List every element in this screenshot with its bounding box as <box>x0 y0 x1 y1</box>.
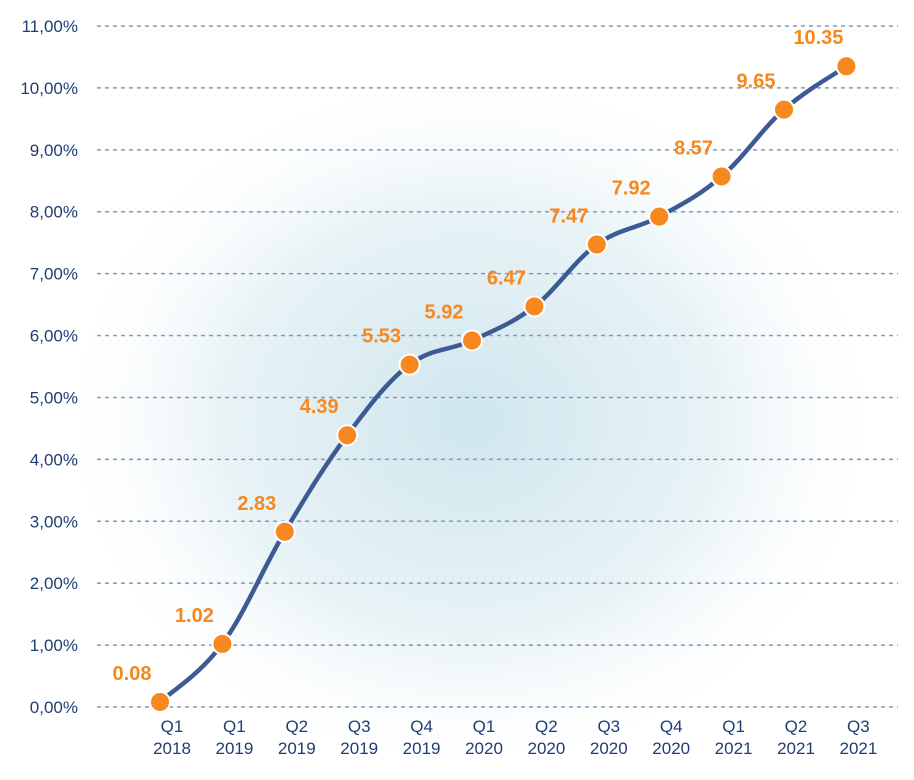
data-point-marker <box>211 632 234 655</box>
y-tick-label: 0,00% <box>30 698 78 717</box>
data-label: 5.92 <box>425 301 464 323</box>
data-point-marker <box>398 353 421 376</box>
y-tick-label: 9,00% <box>30 141 78 160</box>
data-point-marker <box>149 691 171 714</box>
data-point-marker <box>835 55 858 78</box>
x-tick-label-year: 2018 <box>153 739 191 758</box>
x-tick-label-year: 2021 <box>777 739 815 758</box>
x-tick-label-year: 2020 <box>527 739 565 758</box>
markers <box>149 55 858 714</box>
data-labels: 0.08 1.02 2.83 4.39 5.53 5.92 6.47 7.47 7.92 8.57… <box>113 27 844 685</box>
y-tick-label: 5,00% <box>30 388 78 407</box>
data-point-marker <box>585 233 608 256</box>
data-point-marker <box>461 329 483 352</box>
y-tick-label: 1,00% <box>30 636 78 655</box>
x-tick-label-quarter: Q2 <box>535 717 558 736</box>
data-label: 7.47 <box>549 206 588 228</box>
grid <box>97 25 898 708</box>
x-tick-label-year: 2019 <box>340 739 378 758</box>
y-tick-label: 4,00% <box>30 450 78 469</box>
x-tick-label-year: 2019 <box>278 739 316 758</box>
data-point-marker <box>273 520 296 543</box>
x-tick-label-year: 2021 <box>715 739 753 758</box>
data-label: 2.83 <box>237 493 276 515</box>
data-point-marker <box>648 205 671 228</box>
data-label: 5.53 <box>362 326 401 348</box>
x-tick-label-quarter: Q3 <box>847 717 870 736</box>
y-tick-label: 11,00% <box>22 17 78 36</box>
x-tick-label-quarter: Q2 <box>285 717 308 736</box>
y-tick-label: 6,00% <box>30 327 78 346</box>
x-tick-label-quarter: Q3 <box>348 717 371 736</box>
x-tick-label-year: 2021 <box>839 739 877 758</box>
y-tick-label: 2,00% <box>30 574 78 593</box>
data-point-marker <box>773 98 795 121</box>
background-glow <box>50 60 890 780</box>
x-tick-label-year: 2020 <box>590 739 628 758</box>
x-tick-label-year: 2019 <box>403 739 441 758</box>
y-axis-ticks: 0,00% 1,00% 2,00% 3,00% 4,00% 5,00% 6,00% 7,00%… <box>20 17 78 717</box>
x-tick-label-quarter: Q2 <box>785 717 808 736</box>
x-tick-label-quarter: Q1 <box>473 717 496 736</box>
data-label: 9.65 <box>737 71 776 93</box>
data-label: 8.57 <box>674 137 713 159</box>
x-axis-ticks: Q1 2018 Q1 2019 Q2 2019 Q3 2019 Q4 2019 Q1 2020 Q2 20… <box>153 717 877 758</box>
data-label: 7.92 <box>612 178 651 200</box>
x-tick-label-quarter: Q1 <box>722 717 745 736</box>
data-label: 1.02 <box>175 605 214 627</box>
x-tick-label-quarter: Q1 <box>161 717 184 736</box>
data-label: 4.39 <box>300 396 339 418</box>
data-point-marker <box>710 165 733 188</box>
y-tick-label: 3,00% <box>30 512 78 531</box>
data-point-marker <box>336 424 359 447</box>
data-label: 0.08 <box>113 663 152 685</box>
y-tick-label: 8,00% <box>30 203 78 222</box>
x-tick-label-quarter: Q4 <box>410 717 433 736</box>
x-tick-label-year: 2020 <box>652 739 690 758</box>
y-tick-label: 7,00% <box>30 265 78 284</box>
x-tick-label-quarter: Q3 <box>597 717 620 736</box>
x-tick-label-year: 2019 <box>215 739 253 758</box>
data-label: 6.47 <box>487 267 526 289</box>
x-tick-label-year: 2020 <box>465 739 503 758</box>
data-label: 10.35 <box>793 27 843 49</box>
y-tick-label: 10,00% <box>20 79 78 98</box>
data-point-marker <box>523 295 546 318</box>
x-tick-label-quarter: Q1 <box>223 717 246 736</box>
x-tick-label-quarter: Q4 <box>660 717 683 736</box>
